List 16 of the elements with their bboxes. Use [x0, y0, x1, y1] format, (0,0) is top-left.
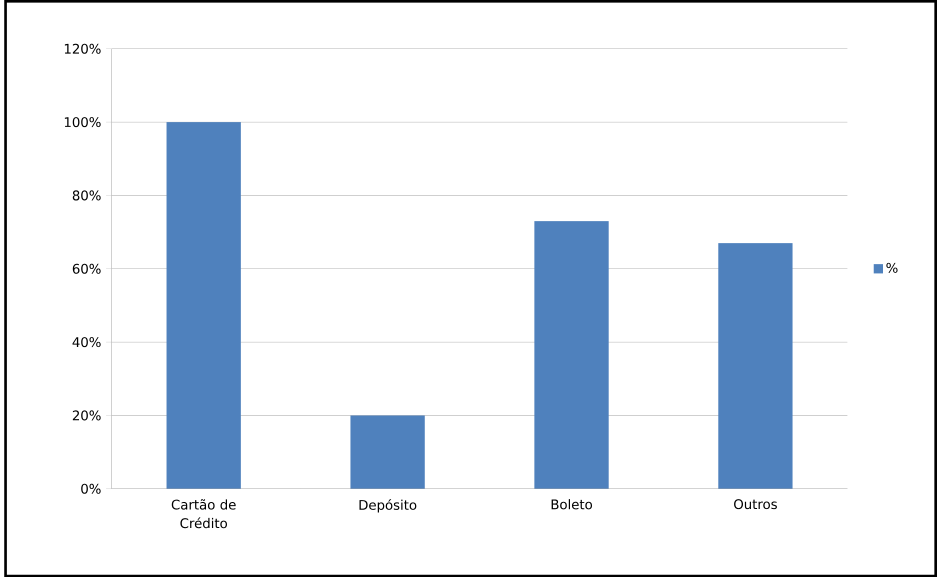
y-tick-label: 80% [72, 190, 101, 200]
y-tick-label: 100% [64, 116, 101, 127]
x-tick-label: Outros [734, 498, 777, 509]
legend-label: % [886, 262, 898, 273]
bar [166, 122, 241, 489]
bar [350, 415, 425, 489]
bar [534, 220, 609, 489]
bar [718, 242, 793, 489]
y-tick-label: 40% [72, 336, 101, 347]
x-tick-label: Cartão de Crédito [172, 498, 236, 528]
x-tick-label: Boleto [552, 498, 592, 510]
y-tick-label: 0% [81, 484, 101, 494]
y-tick-label: 20% [72, 410, 101, 420]
y-tick-label: 120% [64, 44, 101, 54]
x-tick-label: Depósito [359, 498, 416, 512]
y-tick-label: 60% [72, 264, 101, 274]
